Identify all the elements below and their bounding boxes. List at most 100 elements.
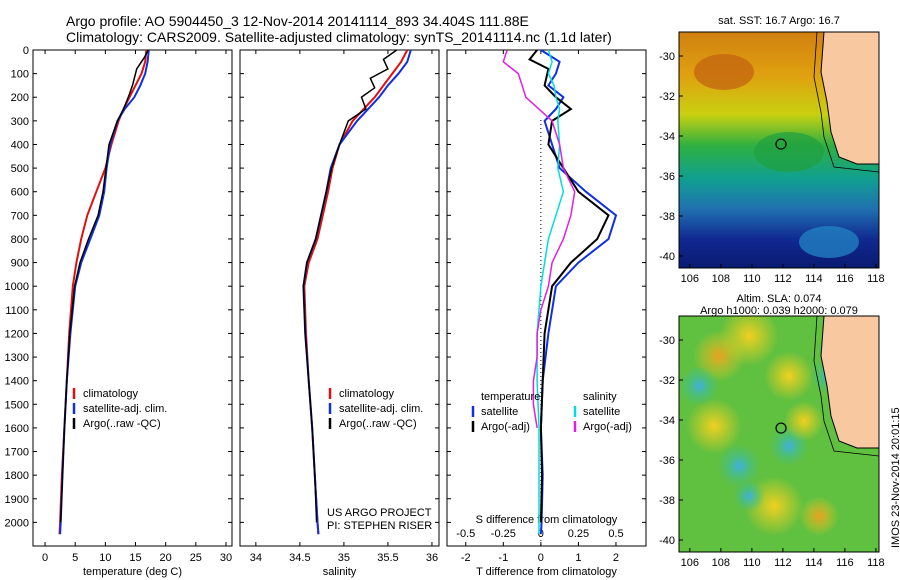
map-x-tick-label: 114	[805, 557, 823, 569]
side-note: IMOS 23-Nov-2014 20:01:15	[890, 407, 900, 548]
map-y-tick-label: -40	[659, 251, 675, 263]
sst-map	[679, 32, 879, 268]
y-tick-label: 0	[23, 45, 29, 57]
map-frame	[678, 31, 880, 269]
map-x-tick-label: 114	[805, 273, 823, 285]
x-tick-label: 0	[42, 552, 48, 564]
x-axis-label: T difference from climatology	[476, 566, 617, 578]
x-tick-label: 1	[575, 552, 581, 564]
map-y-tick-label: -36	[659, 455, 675, 467]
map-y-tick-label: -38	[659, 495, 675, 507]
top-tick-label: -0.25	[491, 528, 516, 540]
legend-title-temperature: temperature	[481, 391, 540, 403]
sla-blob	[733, 480, 765, 512]
y-tick-label: 700	[11, 210, 29, 222]
sla-title-1: Altim. SLA: 0.074	[737, 293, 822, 305]
land-mass	[820, 32, 879, 165]
legend-label: Argo(-adj)	[481, 421, 530, 433]
sla-blob	[784, 401, 824, 441]
series-line-argo	[59, 49, 149, 523]
x-tick-label: 35.5	[377, 552, 398, 564]
y-tick-label: 200	[11, 92, 29, 104]
project-annotation: US ARGO PROJECT	[327, 507, 432, 519]
legend-label: climatology	[83, 388, 139, 400]
legend-title-salinity: salinity	[583, 391, 617, 403]
y-tick-label: 1200	[5, 328, 29, 340]
panel-frame-2	[239, 49, 440, 547]
map-y-tick-label: -30	[659, 51, 675, 63]
sla-blob	[717, 444, 761, 488]
map-y-tick-label: -32	[659, 375, 675, 387]
y-tick-label: 1900	[5, 494, 29, 506]
green-patch	[754, 132, 824, 172]
x-tick-label: -1	[498, 552, 508, 564]
x-tick-label: 34.5	[289, 552, 310, 564]
shelf-contour	[813, 316, 879, 457]
legend-label: Argo(..raw -QC)	[83, 418, 161, 430]
legend-label: satellite-adj. clim.	[339, 403, 423, 415]
series-line-argo_s	[502, 49, 576, 429]
y-tick-label: 1000	[5, 281, 29, 293]
project-annotation: PI: STEPHEN RISER	[327, 520, 432, 532]
sla-title-2: Argo h1000: 0.039 h2000: 0.079	[700, 305, 858, 317]
y-tick-label: 500	[11, 163, 29, 175]
x-tick-label: 25	[190, 552, 202, 564]
map-x-tick-label: 118	[867, 557, 885, 569]
x-axis-label: salinity	[323, 566, 357, 578]
map-x-tick-label: 110	[743, 557, 761, 569]
y-tick-label: 1400	[5, 376, 29, 388]
map-x-tick-label: 116	[836, 273, 854, 285]
legend-label: satellite	[583, 406, 620, 418]
series-line-argo	[528, 49, 610, 523]
title-line-2: Climatology: CARS2009. Satellite-adjuste…	[66, 29, 612, 45]
sst-map-title: sat. SST: 16.7 Argo: 16.7	[718, 15, 840, 27]
y-tick-label: 1300	[5, 352, 29, 364]
y-tick-label: 1800	[5, 470, 29, 482]
sla-blob	[719, 316, 779, 366]
top-tick-label: 0.25	[568, 528, 589, 540]
title-line-1: Argo profile: AO 5904450_3 12-Nov-2014 2…	[66, 13, 529, 29]
land-mass	[820, 316, 879, 449]
y-tick-label: 1100	[5, 305, 29, 317]
map-x-tick-label: 106	[681, 273, 699, 285]
sla-blob	[679, 366, 719, 406]
map-x-tick-label: 112	[774, 557, 792, 569]
map-x-tick-label: 116	[836, 557, 854, 569]
y-tick-label: 100	[11, 69, 29, 81]
map-x-tick-label: 118	[867, 273, 885, 285]
map-y-tick-label: -32	[659, 91, 675, 103]
blue-patch	[799, 226, 859, 258]
shelf-contour	[813, 32, 879, 173]
series-line-satellite_s	[536, 49, 565, 535]
argo-position-marker	[775, 422, 787, 434]
map-x-tick-label: 108	[712, 273, 730, 285]
x-tick-label: 5	[72, 552, 78, 564]
map-y-tick-label: -34	[659, 415, 675, 427]
y-tick-label: 600	[11, 187, 29, 199]
y-tick-label: 1600	[5, 423, 29, 435]
map-x-tick-label: 108	[712, 557, 730, 569]
series-line-argo	[302, 49, 398, 523]
x-tick-label: -2	[461, 552, 471, 564]
panel-frame-1	[32, 49, 233, 547]
legend-label: satellite	[481, 406, 518, 418]
legend-label: satellite-adj. clim.	[83, 403, 167, 415]
x-tick-label: 15	[129, 552, 141, 564]
panel-frame-3	[446, 49, 647, 547]
y-tick-label: 300	[11, 116, 29, 128]
map-y-tick-label: -36	[659, 171, 675, 183]
y-tick-label: 2000	[5, 517, 29, 529]
top-axis-label: S difference from climatology	[476, 514, 618, 526]
map-y-tick-label: -34	[659, 131, 675, 143]
top-tick-label: 0.5	[608, 528, 623, 540]
x-tick-label: 36	[426, 552, 438, 564]
sla-blob	[764, 351, 814, 401]
legend-label: Argo(-adj)	[583, 421, 632, 433]
map-frame	[678, 315, 880, 553]
argo-position-marker	[775, 138, 787, 150]
x-tick-label: 10	[99, 552, 111, 564]
map-y-tick-label: -38	[659, 211, 675, 223]
sla-map	[679, 316, 879, 552]
y-tick-label: 1700	[5, 447, 29, 459]
